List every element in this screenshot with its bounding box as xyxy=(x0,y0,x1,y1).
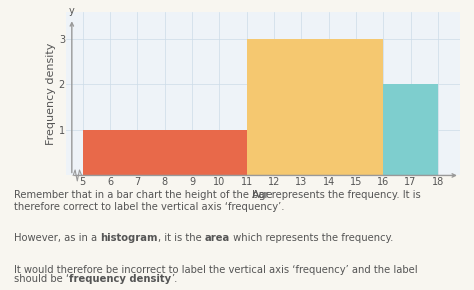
Text: It would therefore be incorrect to label the vertical axis ‘frequency’ and the l: It would therefore be incorrect to label… xyxy=(14,265,418,275)
Text: histogram: histogram xyxy=(100,233,158,243)
Text: ’.: ’. xyxy=(171,274,178,284)
Text: should be ‘: should be ‘ xyxy=(14,274,69,284)
Text: y: y xyxy=(69,6,75,16)
X-axis label: Age: Age xyxy=(252,190,274,200)
Y-axis label: Frequency density: Frequency density xyxy=(46,42,56,145)
Bar xyxy=(383,84,438,175)
Text: Remember that in a bar chart the height of the bar represents the frequency. It : Remember that in a bar chart the height … xyxy=(14,190,421,211)
Text: frequency density: frequency density xyxy=(69,274,171,284)
Bar xyxy=(83,130,246,175)
Text: area: area xyxy=(205,233,230,243)
Text: However, as in a: However, as in a xyxy=(14,233,100,243)
Text: which represents the frequency.: which represents the frequency. xyxy=(230,233,393,243)
Text: , it is the: , it is the xyxy=(158,233,205,243)
Bar xyxy=(246,39,383,175)
